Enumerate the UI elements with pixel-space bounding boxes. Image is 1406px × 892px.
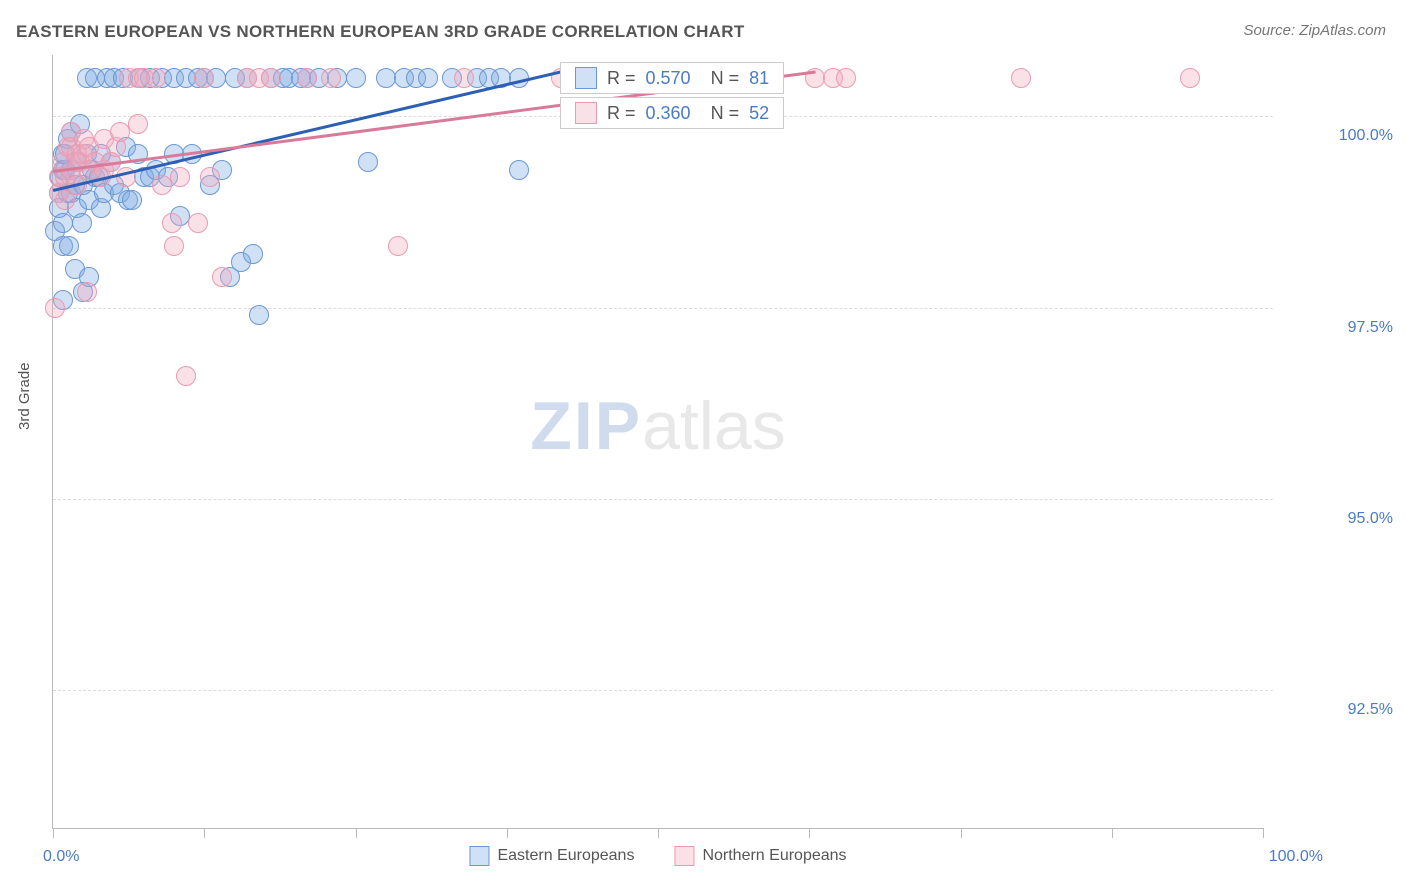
y-tick-label: 97.5% [1273, 319, 1393, 337]
stats-n-value: 52 [749, 103, 769, 124]
chart-title: EASTERN EUROPEAN VS NORTHERN EUROPEAN 3R… [16, 22, 745, 42]
x-tick [961, 828, 962, 838]
scatter-point [200, 167, 220, 187]
legend-label: Northern Europeans [702, 847, 846, 865]
x-tick [53, 828, 54, 838]
scatter-point [1011, 68, 1031, 88]
watermark-zip: ZIP [530, 388, 642, 464]
scatter-point [1180, 68, 1200, 88]
plot-area: ZIPatlas 0.0% 100.0% Eastern EuropeansNo… [52, 55, 1263, 829]
scatter-point [162, 213, 182, 233]
scatter-point [146, 68, 166, 88]
stats-swatch [575, 67, 597, 89]
legend-label: Eastern Europeans [497, 847, 634, 865]
scatter-point [59, 236, 79, 256]
scatter-point [164, 236, 184, 256]
legend-item: Eastern Europeans [469, 846, 634, 866]
scatter-point [170, 167, 190, 187]
scatter-point [249, 305, 269, 325]
stats-r-value: 0.360 [646, 103, 691, 124]
scatter-point [261, 68, 281, 88]
stats-r-value: 0.570 [646, 68, 691, 89]
scatter-point [388, 236, 408, 256]
x-tick [507, 828, 508, 838]
x-tick [204, 828, 205, 838]
gridline-h [53, 690, 1273, 691]
stats-n-label: N = [711, 103, 740, 124]
x-tick [809, 828, 810, 838]
x-tick [658, 828, 659, 838]
scatter-point [122, 190, 142, 210]
scatter-point [53, 213, 73, 233]
scatter-point [346, 68, 366, 88]
stats-box: R = 0.360 N = 52 [560, 97, 784, 129]
scatter-point [509, 160, 529, 180]
scatter-point [77, 282, 97, 302]
chart-container: EASTERN EUROPEAN VS NORTHERN EUROPEAN 3R… [0, 0, 1406, 892]
scatter-point [243, 244, 263, 264]
stats-r-label: R = [607, 103, 636, 124]
legend-swatch [674, 846, 694, 866]
scatter-point [212, 267, 232, 287]
y-tick-label: 95.0% [1273, 510, 1393, 528]
scatter-point [110, 122, 130, 142]
stats-n-label: N = [711, 68, 740, 89]
y-tick-label: 92.5% [1273, 701, 1393, 719]
gridline-h [53, 499, 1273, 500]
scatter-point [297, 68, 317, 88]
gridline-h [53, 308, 1273, 309]
scatter-point [418, 68, 438, 88]
y-axis-label: 3rd Grade [16, 362, 33, 430]
x-tick [356, 828, 357, 838]
scatter-point [454, 68, 474, 88]
stats-box: R = 0.570 N = 81 [560, 62, 784, 94]
legend-swatch [469, 846, 489, 866]
x-axis-label-min: 0.0% [43, 848, 79, 866]
stats-r-label: R = [607, 68, 636, 89]
scatter-point [321, 68, 341, 88]
legend-item: Northern Europeans [674, 846, 846, 866]
scatter-point [45, 298, 65, 318]
y-tick-label: 100.0% [1273, 127, 1393, 145]
watermark-atlas: atlas [642, 388, 786, 464]
scatter-point [376, 68, 396, 88]
scatter-point [152, 175, 172, 195]
scatter-point [358, 152, 378, 172]
stats-n-value: 81 [749, 68, 769, 89]
legend-bottom: Eastern Europeans Northern Europeans [469, 846, 846, 866]
x-tick [1263, 828, 1264, 838]
scatter-point [72, 213, 92, 233]
scatter-point [194, 68, 214, 88]
x-tick [1112, 828, 1113, 838]
scatter-point [128, 114, 148, 134]
x-axis-label-max: 100.0% [1269, 848, 1323, 866]
scatter-point [176, 366, 196, 386]
scatter-point [188, 213, 208, 233]
source-attribution: Source: ZipAtlas.com [1243, 22, 1386, 39]
stats-swatch [575, 102, 597, 124]
watermark: ZIPatlas [530, 387, 785, 465]
scatter-point [836, 68, 856, 88]
